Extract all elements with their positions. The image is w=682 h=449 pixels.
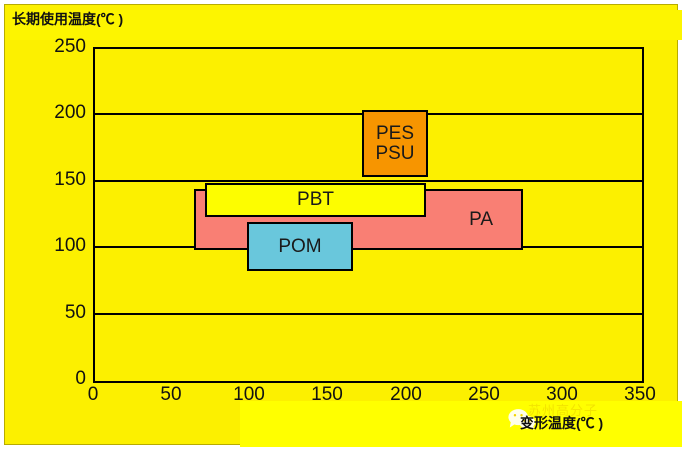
data-box-pes-psu-label: PES PSU (375, 122, 415, 164)
y-tick-250: 250 (54, 36, 86, 57)
x-axis-ticks: 0 50 100 150 200 250 300 350 (88, 384, 656, 410)
wechat-logo-icon (508, 409, 536, 430)
x-tick-350: 350 (624, 384, 656, 405)
gridline-50 (95, 313, 642, 315)
data-box-pom[interactable]: POM (247, 222, 353, 271)
y-tick-150: 150 (54, 169, 86, 190)
watermark-text: 苏州高分子 (528, 403, 599, 418)
background-band-bottom (240, 401, 682, 447)
background-band-top (10, 10, 682, 40)
x-tick-100: 100 (233, 384, 265, 405)
x-tick-200: 200 (390, 384, 422, 405)
x-tick-250: 250 (468, 384, 500, 405)
data-box-pa-label: PA (469, 208, 493, 230)
data-box-pbt[interactable]: PBT (205, 183, 426, 217)
x-tick-150: 150 (311, 384, 343, 405)
y-axis-ticks: 250 200 150 100 50 0 (14, 36, 86, 389)
y-tick-200: 200 (54, 102, 86, 123)
gridline-150 (95, 180, 642, 182)
x-tick-300: 300 (546, 384, 578, 405)
y-tick-50: 50 (64, 302, 86, 323)
data-box-pom-label: POM (278, 235, 322, 257)
x-tick-50: 50 (160, 384, 182, 405)
data-box-pes-psu[interactable]: PES PSU (362, 110, 428, 177)
x-tick-0: 0 (87, 384, 99, 405)
chart-canvas (4, 4, 682, 447)
y-axis-title: 长期使用温度(℃ ) (12, 11, 124, 27)
data-box-pbt-label: PBT (297, 189, 334, 211)
y-tick-0: 0 (75, 368, 86, 389)
y-tick-100: 100 (54, 235, 86, 256)
x-axis-title: 变形温度(℃ ) (520, 415, 604, 431)
